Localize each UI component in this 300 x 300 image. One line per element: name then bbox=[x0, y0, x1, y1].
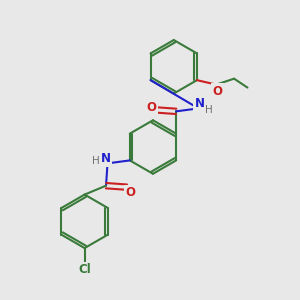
Text: H: H bbox=[92, 156, 100, 166]
Text: O: O bbox=[125, 186, 135, 199]
Text: N: N bbox=[195, 97, 205, 110]
Text: O: O bbox=[213, 85, 223, 98]
Text: O: O bbox=[147, 101, 157, 114]
Text: H: H bbox=[205, 105, 213, 115]
Text: Cl: Cl bbox=[78, 263, 91, 276]
Text: N: N bbox=[101, 152, 111, 165]
